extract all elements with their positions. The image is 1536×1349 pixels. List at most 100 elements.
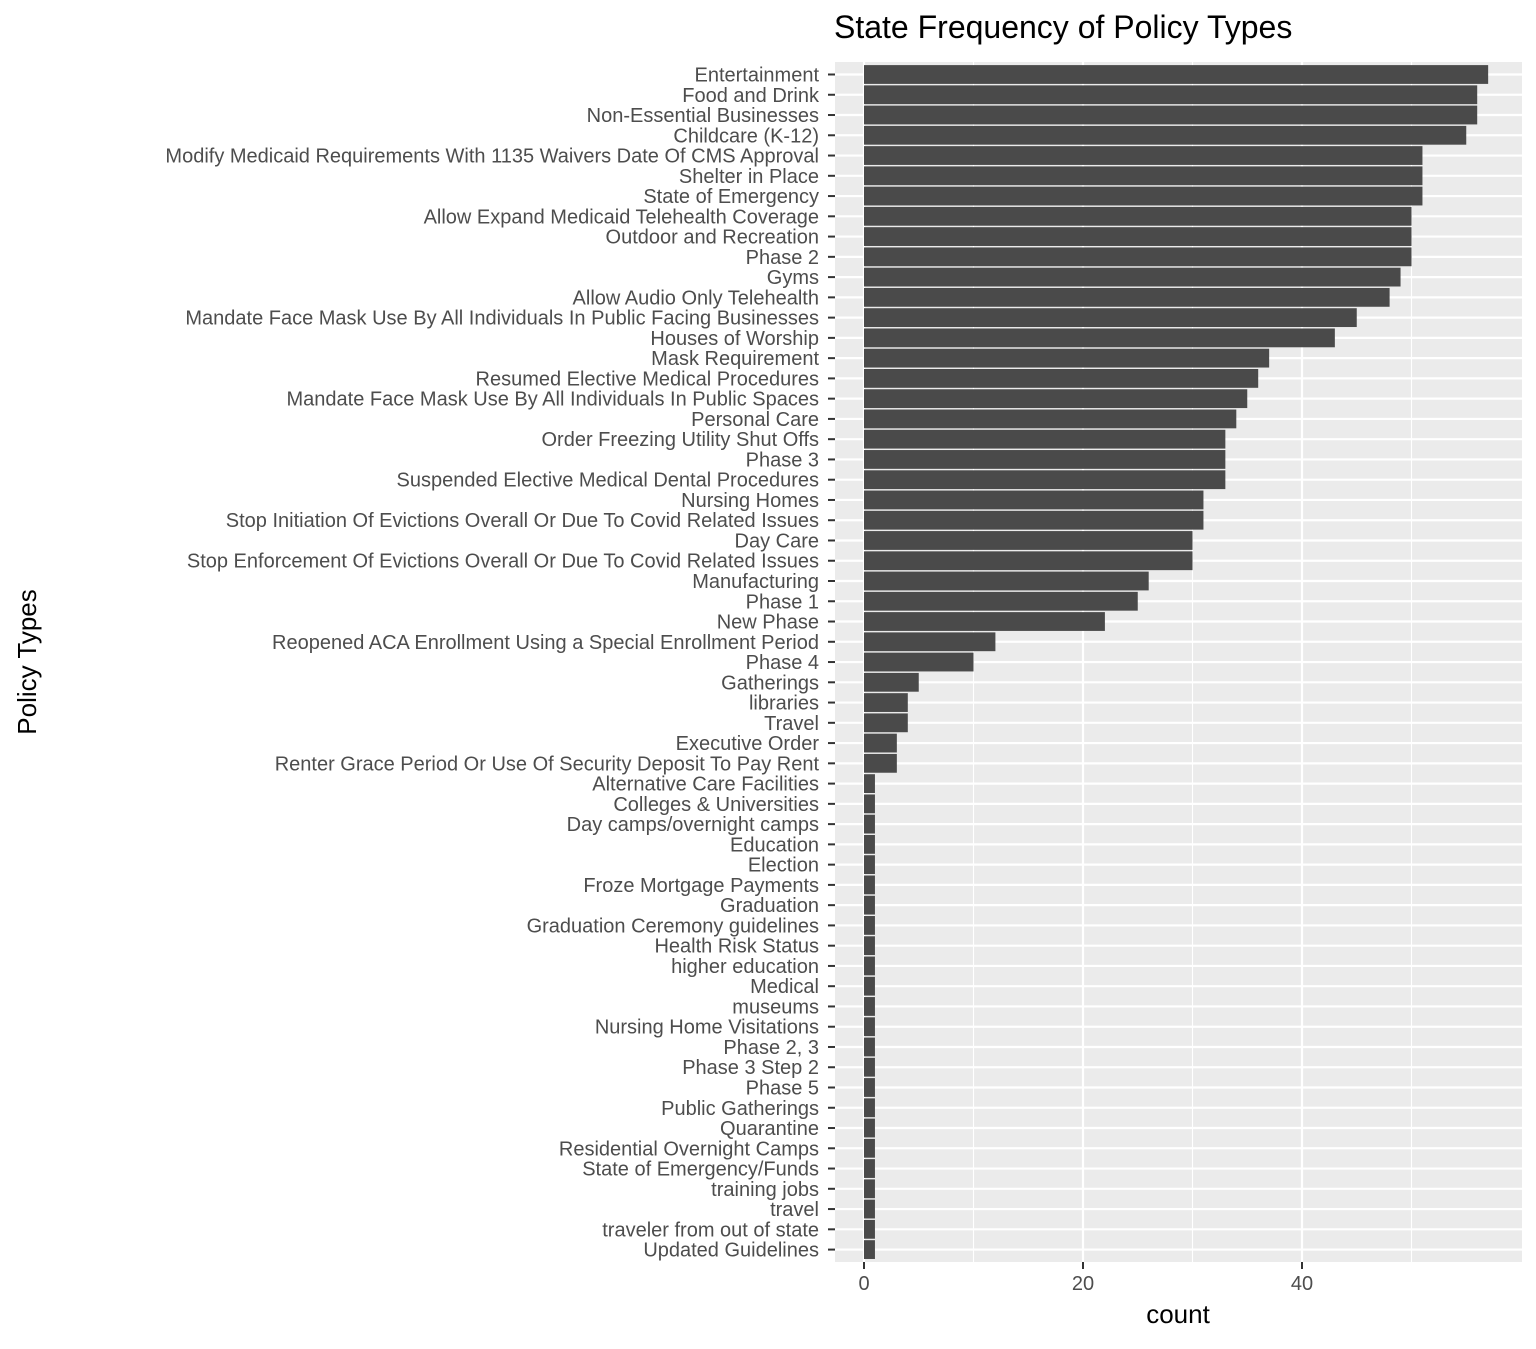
bar — [864, 105, 1478, 125]
y-tick-label: Allow Expand Medicaid Telehealth Coverag… — [424, 206, 819, 228]
bar — [864, 348, 1270, 368]
y-tick-label: New Phase — [717, 612, 819, 634]
bar — [864, 1199, 875, 1219]
bar — [864, 1159, 875, 1178]
y-tick-label: libraries — [749, 693, 819, 715]
bar — [864, 125, 1467, 145]
y-tick-label: Personal Care — [691, 409, 819, 431]
y-tick-label: Graduation Ceremony guidelines — [527, 915, 819, 937]
y-tick-label: Stop Initiation Of Evictions Overall Or … — [226, 510, 819, 532]
bar — [864, 470, 1226, 490]
bar — [864, 186, 1423, 206]
y-tick-label: Quarantine — [720, 1118, 819, 1140]
y-tick-label: State of Emergency/Funds — [582, 1159, 819, 1181]
bar — [864, 875, 875, 895]
y-tick-label: Food and Drink — [682, 85, 820, 107]
bar — [864, 227, 1412, 246]
y-tick-label: Phase 4 — [746, 652, 819, 674]
x-tick-label: 20 — [1072, 1273, 1094, 1295]
bar — [864, 1240, 875, 1259]
y-tick-label: Suspended Elective Medical Dental Proced… — [397, 470, 819, 492]
bar — [864, 753, 897, 773]
bar — [864, 591, 1138, 611]
y-tick-label: Childcare (K-12) — [673, 125, 819, 147]
bar — [864, 652, 974, 672]
bar — [864, 1138, 875, 1158]
y-tick-label: travel — [770, 1199, 819, 1221]
y-tick-label: museums — [732, 996, 819, 1018]
bar — [864, 632, 996, 652]
bar — [864, 369, 1259, 388]
bar — [864, 510, 1204, 530]
bar — [864, 85, 1478, 105]
y-tick-label: Modify Medicaid Requirements With 1135 W… — [165, 146, 819, 168]
y-tick-label: Election — [748, 855, 819, 877]
bar — [864, 1017, 875, 1037]
bar — [864, 308, 1357, 328]
bar — [864, 450, 1226, 469]
bar — [864, 997, 875, 1016]
y-tick-label: Phase 2 — [746, 247, 819, 269]
y-tick-label: Phase 5 — [746, 1078, 819, 1100]
bar — [864, 206, 1412, 226]
y-tick-label: Alternative Care Facilities — [592, 774, 819, 796]
y-tick-label: Resumed Elective Medical Procedures — [476, 368, 820, 390]
y-tick-label: Phase 1 — [746, 591, 819, 613]
bar — [864, 693, 908, 712]
bar — [864, 612, 1105, 631]
y-tick-label: Nursing Home Visitations — [595, 1017, 819, 1039]
y-tick-label: Public Gatherings — [661, 1098, 819, 1120]
y-tick-label: Shelter in Place — [679, 166, 819, 188]
bar — [864, 490, 1204, 510]
y-tick-label: Travel — [764, 713, 819, 735]
bar — [864, 1219, 875, 1239]
bar — [864, 1179, 875, 1199]
bar — [864, 672, 919, 692]
bar — [864, 389, 1248, 409]
bar — [864, 976, 875, 996]
y-tick-label: Order Freezing Utility Shut Offs — [542, 429, 820, 451]
bar — [864, 409, 1237, 429]
y-tick-label: Reopened ACA Enrollment Using a Special … — [272, 632, 819, 654]
bar — [864, 531, 1193, 550]
x-tick-label: 0 — [858, 1273, 869, 1295]
y-tick-label: Gatherings — [721, 672, 819, 694]
y-tick-label: Updated Guidelines — [643, 1240, 819, 1262]
y-tick-label: Renter Grace Period Or Use Of Security D… — [275, 753, 820, 775]
bar — [864, 287, 1390, 307]
y-axis-title: Policy Types — [12, 589, 42, 734]
y-tick-label: Houses of Worship — [650, 328, 819, 350]
chart-title: State Frequency of Policy Types — [834, 9, 1292, 45]
bar — [864, 267, 1401, 287]
bar — [864, 814, 875, 834]
y-tick-label: State of Emergency — [643, 186, 819, 208]
y-tick-label: Graduation — [720, 895, 819, 917]
bar — [864, 855, 875, 875]
bar — [864, 571, 1149, 591]
bar — [864, 247, 1412, 267]
y-tick-label: Executive Order — [676, 733, 820, 755]
y-tick-label: Froze Mortgage Payments — [583, 875, 819, 897]
y-tick-label: Phase 3 Step 2 — [682, 1057, 819, 1079]
y-tick-label: Outdoor and Recreation — [606, 227, 819, 249]
bar — [864, 936, 875, 956]
bar — [864, 956, 875, 976]
y-tick-label: traveler from out of state — [602, 1219, 819, 1241]
y-tick-label: Mandate Face Mask Use By All Individuals… — [185, 308, 819, 330]
bar — [864, 1057, 875, 1077]
bar — [864, 1078, 875, 1097]
y-tick-label: training jobs — [711, 1179, 819, 1201]
bar — [864, 794, 875, 814]
y-tick-label: Day Care — [735, 530, 819, 552]
y-tick-label: Residential Overnight Camps — [559, 1138, 819, 1160]
x-tick-label: 40 — [1291, 1273, 1313, 1295]
y-tick-label: Manufacturing — [692, 571, 819, 593]
y-tick-label: Non-Essential Businesses — [587, 105, 819, 127]
y-tick-label: Phase 3 — [746, 449, 819, 471]
y-tick-label: Colleges & Universities — [613, 794, 819, 816]
x-axis-title: count — [1146, 1299, 1210, 1329]
y-tick-label: Phase 2, 3 — [723, 1037, 819, 1059]
bar — [864, 733, 897, 753]
